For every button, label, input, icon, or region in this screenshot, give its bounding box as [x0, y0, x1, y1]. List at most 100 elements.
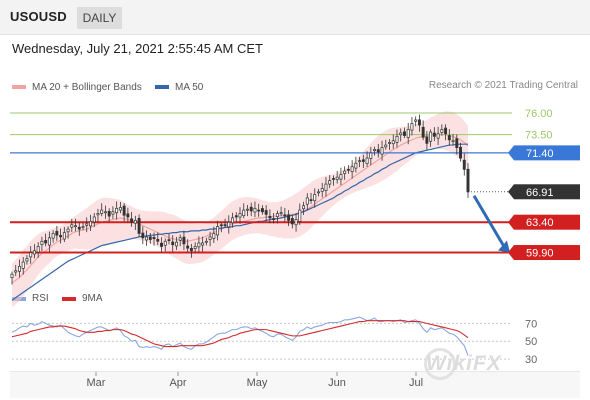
candle-body	[167, 239, 171, 241]
timeframe-button[interactable]: DAILY	[77, 7, 122, 29]
candle-body	[275, 213, 279, 217]
level-box-3	[514, 184, 580, 200]
candle-body	[414, 119, 418, 122]
level-pointer-5	[508, 245, 514, 261]
candle-body	[81, 226, 85, 228]
candle-body	[399, 132, 403, 136]
candle-body	[331, 178, 335, 180]
candle-body	[350, 166, 354, 173]
ma20-legend-label: MA 20 + Bollinger Bands	[32, 81, 142, 93]
candle-body	[462, 159, 466, 170]
candle-body	[160, 242, 163, 247]
candle-body	[174, 241, 178, 247]
candle-body	[204, 240, 208, 243]
level-label-2: 71.40	[526, 148, 554, 160]
x-tick-label-0: Mar	[87, 377, 106, 389]
candle-body	[328, 180, 332, 185]
candle-body	[324, 183, 328, 191]
candle-body	[74, 225, 78, 228]
watermark-text: WikiFX	[426, 352, 502, 375]
candle-body	[369, 152, 373, 159]
candle-body	[384, 144, 388, 148]
candle-body	[317, 191, 320, 194]
candle-body	[268, 215, 272, 219]
candle-body	[219, 224, 223, 227]
symbol-label[interactable]: USOUSD	[10, 9, 67, 24]
candle-body	[335, 176, 339, 180]
candle-body	[141, 232, 145, 239]
candle-body	[130, 218, 134, 223]
candle-body	[51, 233, 55, 239]
candle-body	[186, 245, 190, 249]
ma9-legend: 9MA	[62, 293, 103, 304]
candle-body	[156, 239, 160, 242]
candle-body	[358, 160, 362, 163]
candle-body	[373, 149, 377, 152]
candle-body	[234, 215, 238, 218]
candle-body	[451, 140, 455, 143]
candle-body	[302, 205, 306, 210]
candle-body	[283, 214, 287, 217]
rsi-series-RSI	[11, 316, 469, 356]
candle-body	[459, 146, 462, 159]
candle-body	[182, 236, 186, 245]
candle-body	[178, 237, 182, 241]
ma50-legend-label: MA 50	[175, 81, 204, 93]
candle-body	[59, 235, 63, 238]
candle-body	[249, 206, 253, 212]
candle-body	[242, 209, 246, 217]
level-box-2	[514, 145, 580, 161]
candle-body	[163, 240, 167, 246]
candle-body	[89, 220, 92, 227]
candle-body	[309, 199, 313, 201]
candle-body	[391, 140, 395, 145]
candle-body	[436, 133, 440, 139]
candle-body	[339, 174, 343, 180]
ma9-legend-label: 9MA	[82, 293, 103, 304]
candle-body	[320, 188, 324, 192]
candle-body	[193, 246, 197, 249]
candle-body	[417, 119, 421, 126]
header-bar: USOUSD DAILY	[0, 0, 590, 35]
candle-body	[70, 224, 74, 228]
candle-body	[343, 170, 347, 174]
candle-body	[103, 211, 107, 214]
candle-body	[246, 208, 249, 211]
rsi-tick-1: 50	[525, 336, 537, 348]
candle-body	[257, 209, 261, 212]
candle-body	[455, 138, 459, 149]
ma50-swatch	[155, 85, 169, 89]
candle-body	[260, 208, 264, 213]
candle-body	[264, 210, 268, 215]
candle-body	[100, 209, 104, 214]
candle-body	[279, 212, 283, 215]
candle-body	[25, 258, 29, 262]
candle-body	[197, 242, 201, 248]
candle-body	[313, 194, 317, 202]
chart-datetime: Wednesday, July 21, 2021 2:55:45 AM CET	[12, 41, 263, 56]
candle-body	[122, 205, 126, 216]
candle-body	[346, 168, 350, 171]
rsi-legend-label: RSI	[32, 293, 49, 304]
candle-body	[231, 217, 234, 224]
level-pointer-3	[508, 184, 514, 200]
candle-body	[62, 232, 66, 240]
candle-body	[126, 213, 130, 218]
candle-body	[152, 237, 156, 240]
candle-body	[40, 240, 44, 245]
candle-body	[21, 261, 25, 269]
candle-body	[410, 123, 414, 131]
candle-body	[18, 266, 21, 272]
candle-body	[36, 246, 40, 253]
forecast-arrowhead	[498, 240, 510, 253]
candle-body	[92, 216, 96, 223]
level-pointer-4	[508, 214, 514, 230]
candle-body	[290, 218, 294, 225]
ma50-legend: MA 50	[155, 80, 203, 94]
forecast-arrow	[472, 195, 506, 248]
candle-body	[208, 236, 212, 240]
candle-body	[298, 209, 302, 222]
level-box-5	[514, 245, 580, 261]
level-label-1: 73.50	[525, 130, 553, 142]
